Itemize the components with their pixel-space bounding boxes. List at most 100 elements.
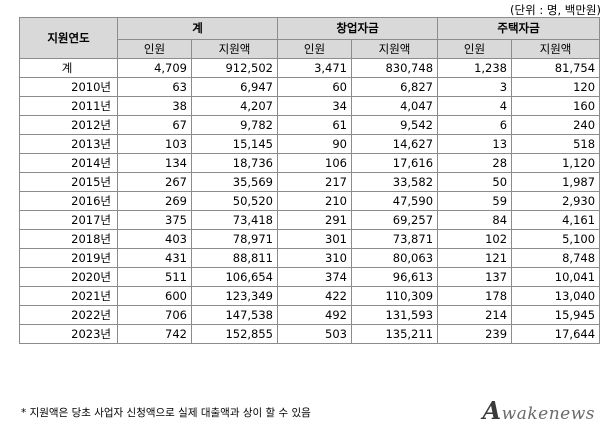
cell-s-people: 3,471 [277,58,352,78]
group-header-startup: 창업자금 [276,17,439,40]
cell-s-amount: 135,211 [350,324,439,344]
watermark-logo: Awakenews [483,396,595,425]
table-row: 2018년 403 78,971 301 73,871 102 5,100 [19,229,601,249]
cell-h-amount: 10,041 [511,267,601,287]
header-row-sub: 인원 지원액 인원 지원액 인원 지원액 [20,39,601,59]
cell-year: 2016년 [19,191,118,211]
cell-h-people: 102 [437,229,513,249]
cell-year: 2017년 [19,210,118,230]
cell-h-people: 239 [437,324,513,344]
cell-t-amount: 147,538 [191,305,278,325]
cell-s-amount: 17,616 [350,153,439,173]
cell-h-people: 4 [437,96,513,116]
cell-h-amount: 518 [511,134,601,154]
cell-s-amount: 14,627 [350,134,439,154]
table-row: 2022년 706 147,538 492 131,593 214 15,945 [19,305,601,325]
cell-h-people: 121 [437,248,513,268]
cell-t-people: 267 [117,172,192,192]
cell-t-people: 403 [117,229,192,249]
cell-t-people: 269 [117,191,192,211]
cell-h-amount: 4,161 [511,210,601,230]
cell-h-amount: 81,754 [511,58,601,78]
cell-s-people: 291 [277,210,352,230]
table-row: 2023년 742 152,855 503 135,211 239 17,644 [19,324,601,344]
cell-h-people: 3 [437,77,513,97]
group-header-total: 계 [117,17,278,40]
cell-year: 2015년 [19,172,118,192]
sub-header-people: 인원 [277,39,352,59]
cell-year: 2011년 [19,96,118,116]
sub-header-people: 인원 [437,39,513,59]
cell-t-amount: 88,811 [191,248,278,268]
cell-t-people: 600 [117,286,192,306]
cell-t-people: 134 [117,153,192,173]
cell-t-people: 67 [117,115,192,135]
cell-h-people: 50 [437,172,513,192]
cell-h-people: 28 [437,153,513,173]
cell-t-people: 742 [117,324,192,344]
table-row: 2015년 267 35,569 217 33,582 50 1,987 [19,172,601,192]
cell-h-amount: 160 [511,96,601,116]
table-row: 2010년 63 6,947 60 6,827 3 120 [19,77,601,97]
cell-t-amount: 35,569 [191,172,278,192]
cell-h-amount: 13,040 [511,286,601,306]
cell-s-people: 374 [277,267,352,287]
table-row: 2014년 134 18,736 106 17,616 28 1,120 [19,153,601,173]
cell-t-amount: 9,782 [191,115,278,135]
cell-s-amount: 73,871 [350,229,439,249]
cell-year: 2018년 [19,229,118,249]
group-header-housing: 주택자금 [437,17,601,40]
cell-h-people: 178 [437,286,513,306]
cell-t-amount: 73,418 [191,210,278,230]
cell-t-amount: 18,736 [191,153,278,173]
cell-s-people: 310 [277,248,352,268]
cell-s-people: 210 [277,191,352,211]
cell-t-people: 63 [117,77,192,97]
cell-h-amount: 5,100 [511,229,601,249]
cell-year: 2020년 [19,267,118,287]
cell-year: 2023년 [19,324,118,344]
footnote: * 지원액은 당초 사업자 신청액으로 실제 대출액과 상이 할 수 있음 [21,407,311,419]
table-row-total: 계 4,709 912,502 3,471 830,748 1,238 81,754 [19,58,601,78]
cell-h-amount: 1,987 [511,172,601,192]
cell-h-amount: 1,120 [511,153,601,173]
cell-s-amount: 80,063 [350,248,439,268]
cell-h-amount: 17,644 [511,324,601,344]
table-row: 2020년 511 106,654 374 96,613 137 10,041 [19,267,601,287]
table-row: 2016년 269 50,520 210 47,590 59 2,930 [19,191,601,211]
table-body: 계 4,709 912,502 3,471 830,748 1,238 81,754 2010… [19,58,601,344]
sub-header-amount: 지원액 [511,39,601,59]
cell-t-people: 38 [117,96,192,116]
cell-h-people: 59 [437,191,513,211]
cell-t-amount: 123,349 [191,286,278,306]
cell-s-people: 503 [277,324,352,344]
cell-h-amount: 15,945 [511,305,601,325]
cell-s-amount: 96,613 [350,267,439,287]
cell-h-amount: 2,930 [511,191,601,211]
cell-h-people: 6 [437,115,513,135]
cell-t-amount: 15,145 [191,134,278,154]
watermark-text: wakenews [501,404,595,424]
cell-s-amount: 110,309 [350,286,439,306]
table-row: 2011년 38 4,207 34 4,047 4 160 [19,96,601,116]
table-row: 2012년 67 9,782 61 9,542 6 240 [19,115,601,135]
cell-h-people: 137 [437,267,513,287]
cell-s-amount: 6,827 [350,77,439,97]
cell-t-amount: 78,971 [191,229,278,249]
cell-s-people: 61 [277,115,352,135]
cell-s-people: 34 [277,96,352,116]
cell-year: 2012년 [19,115,118,135]
cell-s-amount: 4,047 [350,96,439,116]
cell-h-people: 13 [437,134,513,154]
cell-t-amount: 152,855 [191,324,278,344]
cell-t-amount: 6,947 [191,77,278,97]
cell-t-amount: 4,207 [191,96,278,116]
cell-t-people: 706 [117,305,192,325]
cell-h-amount: 240 [511,115,601,135]
cell-s-amount: 131,593 [350,305,439,325]
cell-s-people: 106 [277,153,352,173]
cell-h-amount: 8,748 [511,248,601,268]
cell-t-people: 375 [117,210,192,230]
cell-s-amount: 9,542 [350,115,439,135]
